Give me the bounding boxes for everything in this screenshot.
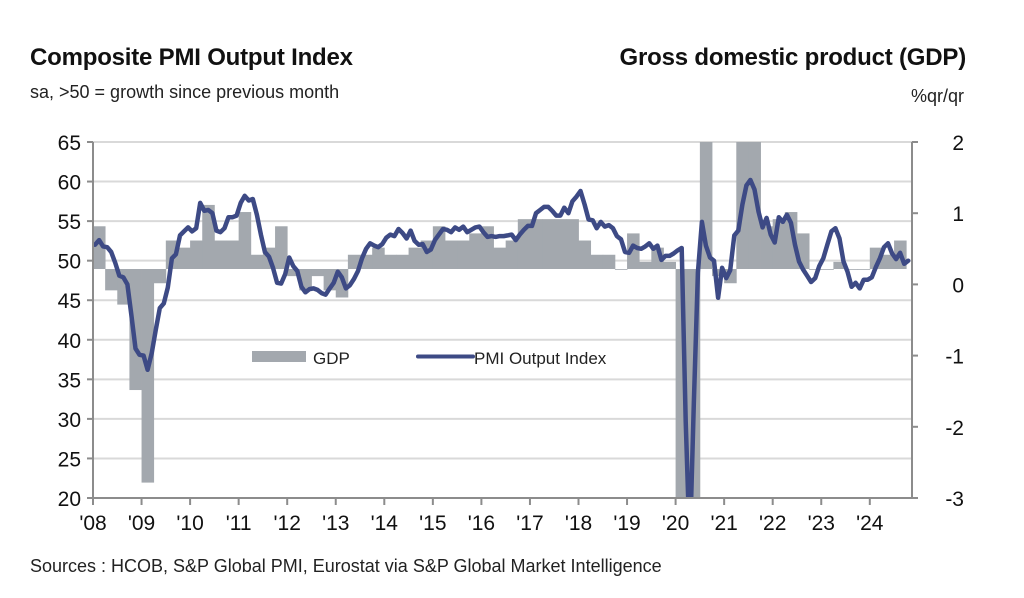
gdp-bar (250, 254, 264, 269)
gdp-bar (153, 269, 167, 284)
gdp-bar (529, 219, 543, 269)
gdp-bar (408, 247, 422, 269)
gdp-bar (857, 269, 871, 270)
right-tick-label: -2 (945, 417, 964, 440)
left-tick-label: 20 (58, 488, 81, 511)
gdp-bar (578, 240, 592, 269)
gdp-bar (833, 261, 846, 269)
pmi-line (93, 177, 911, 498)
x-tick-label: '21 (710, 512, 737, 535)
gdp-bar (177, 247, 191, 269)
gdp-bar (639, 261, 652, 269)
gdp-bar (226, 240, 240, 269)
gdp-bar (845, 269, 859, 270)
left-tick-label: 50 (58, 251, 81, 274)
legend-pmi-label: PMI Output Index (474, 349, 607, 368)
left-tick-label: 45 (58, 290, 81, 313)
left-axis-subtitle: sa, >50 = growth since previous month (30, 82, 340, 102)
axes (87, 142, 918, 499)
gdp-bar (881, 254, 895, 269)
x-tick-label: '17 (516, 512, 543, 535)
x-tick-label: '10 (176, 512, 203, 535)
x-tick-label: '22 (759, 512, 786, 535)
gdp-bar (141, 269, 155, 483)
gdp-bar (384, 254, 397, 269)
left-tick-label: 40 (58, 330, 81, 353)
x-tick-label: '23 (808, 512, 835, 535)
gdp-bar (202, 204, 215, 269)
gdp-bar (444, 240, 458, 269)
legend-gdp-label: GDP (313, 349, 350, 368)
gdp-bar (712, 269, 725, 277)
source-note: Sources : HCOB, S&P Global PMI, Eurostat… (30, 556, 662, 576)
gdp-bar (590, 254, 604, 269)
x-tick-label: '20 (662, 512, 689, 535)
left-tick-label: 55 (58, 211, 81, 234)
gdp-bars (93, 142, 907, 498)
gdp-bar (542, 219, 555, 269)
gdp-bar (821, 269, 834, 270)
gdp-bar (809, 269, 822, 270)
pmi-line-group (93, 177, 911, 498)
x-tick-label: '13 (322, 512, 349, 535)
gdp-bar (214, 240, 227, 269)
gdp-bar (105, 269, 118, 291)
legend-gdp-swatch (252, 351, 306, 362)
right-axis-ticks: -3 -2 -1 0 1 2 (912, 132, 964, 511)
gdp-bar (129, 269, 142, 391)
x-tick-label: '09 (128, 512, 155, 535)
gdp-bar (784, 212, 798, 269)
right-tick-label: 2 (952, 132, 964, 155)
gdp-bar (505, 240, 519, 269)
gdp-bar (347, 254, 361, 269)
gdp-bar (372, 247, 385, 269)
right-tick-label: -1 (945, 346, 964, 369)
left-tick-label: 65 (58, 132, 81, 155)
left-chart-title: Composite PMI Output Index (30, 44, 353, 71)
gdp-bar (396, 254, 409, 269)
x-tick-label: '11 (226, 512, 252, 535)
legend: GDP PMI Output Index (252, 349, 607, 368)
x-axis-ticks: '08 '09 '10 '11 '12 '13 '14 '15 '16 '17 '18 '19 '20 '… (79, 498, 884, 535)
gdp-bar (748, 142, 761, 270)
left-tick-label: 25 (58, 448, 81, 471)
x-tick-label: '24 (856, 512, 884, 535)
x-tick-label: '16 (468, 512, 495, 535)
left-tick-label: 35 (58, 369, 81, 392)
gridlines (93, 141, 912, 460)
x-tick-label: '08 (79, 512, 106, 535)
left-tick-label: 60 (58, 172, 81, 195)
gdp-bar (627, 233, 640, 269)
x-tick-label: '14 (371, 512, 399, 535)
gdp-bar (190, 240, 203, 269)
gdp-bar (554, 219, 567, 269)
right-axis-unit: %qr/qr (910, 86, 964, 106)
gdp-bar (566, 219, 579, 269)
gdp-bar (287, 269, 300, 277)
gdp-bar (469, 233, 482, 269)
left-axis-ticks: 20 25 30 35 40 45 50 55 60 65 (58, 132, 93, 511)
gdp-bar (93, 226, 106, 269)
right-chart-title: Gross domestic product (GDP) (619, 44, 967, 71)
gdp-bar (663, 261, 676, 269)
right-tick-label: -3 (945, 488, 964, 511)
x-tick-label: '19 (613, 512, 640, 535)
x-tick-label: '12 (274, 512, 301, 535)
gdp-bar (457, 240, 470, 269)
left-tick-label: 30 (58, 409, 81, 432)
gdp-bar (614, 269, 628, 270)
gdp-bar (311, 269, 325, 277)
gdp-bar (275, 226, 288, 269)
x-tick-label: '18 (565, 512, 592, 535)
gdp-bar (238, 212, 252, 269)
gdp-bar (493, 247, 507, 269)
right-tick-label: 1 (952, 203, 964, 226)
gdp-bar (602, 254, 616, 269)
x-tick-label: '15 (419, 512, 446, 535)
right-tick-label: 0 (952, 274, 964, 297)
